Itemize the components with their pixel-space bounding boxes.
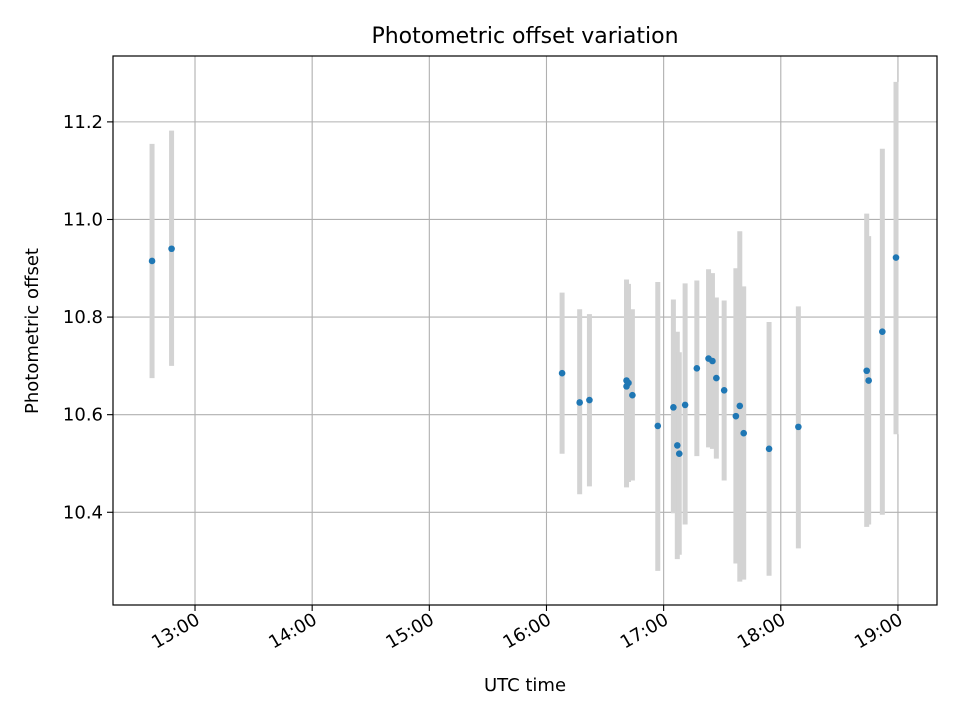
data-point: [629, 391, 636, 399]
y-axis-ticks: 10.4 10.6 10.8 11.0 11.2: [63, 112, 113, 523]
y-tick-label: 10.8: [63, 307, 103, 328]
y-tick-label: 11.2: [63, 112, 103, 133]
data-point: [674, 442, 681, 449]
data-point: [713, 374, 720, 382]
data-point: [576, 399, 583, 406]
data-point: [765, 445, 773, 453]
y-tick-label: 11.0: [63, 209, 103, 230]
data-point: [558, 369, 566, 377]
data-point: [720, 386, 728, 394]
data-point: [168, 245, 175, 253]
data-point: [879, 328, 886, 336]
data-point: [709, 357, 716, 365]
y-axis-label: Photometric offset: [22, 248, 43, 414]
plot-frame: [112, 55, 938, 606]
data-point: [654, 422, 662, 430]
data-point: [863, 367, 871, 375]
data-point: [865, 377, 872, 384]
data-point: [681, 401, 689, 409]
y-tick-label: 10.6: [63, 405, 103, 426]
x-axis-label: UTC time: [484, 675, 566, 696]
data-point: [625, 379, 632, 387]
chart-title: Photometric offset variation: [371, 24, 678, 49]
data-point: [795, 423, 802, 431]
data-points: [148, 245, 900, 458]
data-point: [892, 254, 900, 261]
data-point: [693, 365, 701, 372]
data-point: [675, 450, 683, 458]
data-point: [670, 404, 677, 411]
data-point: [736, 402, 744, 410]
data-point: [740, 429, 747, 437]
data-point: [148, 257, 156, 265]
data-point: [732, 412, 740, 420]
y-tick-label: 10.4: [63, 502, 103, 523]
data-point: [586, 396, 593, 404]
